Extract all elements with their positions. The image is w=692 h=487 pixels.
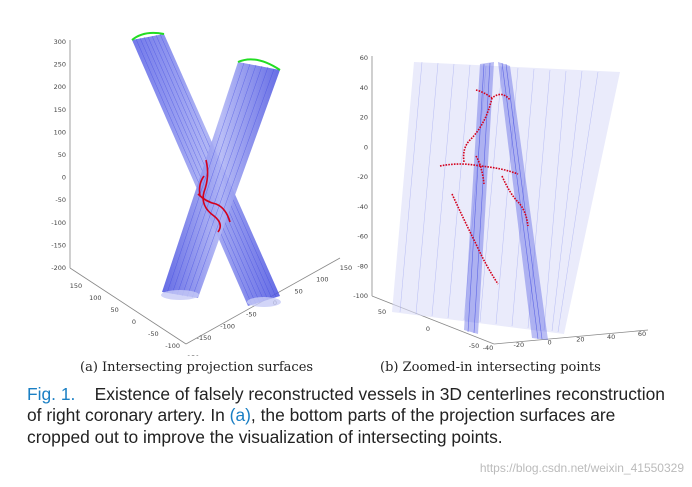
watermark: https://blog.csdn.net/weixin_41550329	[479, 461, 684, 475]
z-tick-label: -200	[51, 264, 66, 272]
x-tick-label: 0	[132, 318, 136, 326]
surface-1-base	[247, 297, 281, 307]
dark-surface-lines	[467, 62, 543, 340]
dark-surface-1	[464, 62, 494, 334]
subcaption-b: (b) Zoomed-in intersecting points	[380, 360, 601, 375]
light-surface-lines	[399, 61, 599, 333]
x-tick-label: -50	[148, 330, 159, 338]
dark-surface-2	[498, 62, 548, 340]
z-tick-labels-a: 300 250 200 150 100 50 0 -50 -100 -150 -200	[51, 38, 66, 272]
y-tick-label: -40	[483, 344, 494, 352]
x-tick-labels-b: 50 0 -50	[378, 308, 479, 350]
z-tick-label: 200	[54, 83, 66, 91]
light-surface	[392, 62, 620, 334]
vessel-points-a	[197, 159, 231, 233]
plot-3d-b: 60 40 20 0 -20 -40 -60 -80 -100 50 0 -50 -40 -20 0 20…	[353, 54, 649, 352]
x-tick-label: -150	[185, 354, 200, 356]
vessel-points-b	[439, 89, 529, 285]
y-tick-label: 100	[316, 276, 328, 284]
caption-ref-a[interactable]: (a)	[229, 405, 251, 426]
z-tick-labels-b: 60 40 20 0 -20 -40 -60 -80 -100	[353, 54, 368, 300]
y-tick-label: 0	[548, 338, 552, 346]
x-tick-label: -100	[165, 342, 180, 350]
caption-text-2: , the bottom parts of the projection sur…	[27, 405, 616, 447]
z-tick-label: -40	[357, 203, 368, 211]
y-tick-label: 150	[340, 264, 352, 272]
x-tick-label: 50	[111, 306, 119, 314]
x-tick-label: -50	[469, 342, 480, 350]
z-tick-label: 0	[364, 143, 368, 151]
figure-caption: Fig. 1. Existence of falsely reconstruct…	[27, 384, 667, 448]
z-tick-label: 300	[54, 38, 66, 46]
z-tick-label: 150	[54, 106, 66, 114]
figure-panel-b: 60 40 20 0 -20 -40 -60 -80 -100 50 0 -50 -40 -20 0 20…	[352, 44, 652, 360]
caption-text-1: Existence of falsely reconstructed vesse…	[27, 384, 665, 426]
y-tick-label: -150	[197, 334, 212, 342]
z-tick-label: -100	[51, 219, 66, 227]
z-tick-label: 100	[54, 128, 66, 136]
surface-2-rim	[237, 58, 281, 71]
subcaption-a: (a) Intersecting projection surfaces	[80, 360, 314, 375]
y-tick-label: -20	[513, 341, 524, 349]
z-tick-label: -150	[51, 241, 66, 249]
y-tick-label: 60	[638, 330, 646, 338]
x-tick-label: 0	[426, 325, 430, 333]
caption-label[interactable]: Fig. 1.	[27, 384, 76, 404]
x-tick-label: 150	[70, 282, 82, 290]
surface-2-base	[161, 290, 199, 300]
z-tick-label: 40	[360, 84, 368, 92]
z-tick-label: -60	[357, 233, 368, 241]
z-tick-label: 20	[360, 114, 368, 122]
y-tick-label: 20	[576, 336, 584, 344]
y-tick-labels-b: -40 -20 0 20 40 60	[483, 330, 646, 352]
y-tick-label: 50	[295, 287, 303, 295]
z-tick-label: 60	[360, 54, 368, 62]
z-tick-label: 0	[62, 174, 66, 182]
y-tick-label: -50	[246, 311, 257, 319]
z-tick-label: 250	[54, 61, 66, 69]
y-tick-label: -100	[220, 322, 235, 330]
surface-1-rim	[131, 31, 165, 41]
z-tick-label: -100	[353, 292, 368, 300]
z-tick-label: -50	[55, 196, 66, 204]
figure-panel-a: 300 250 200 150 100 50 0 -50 -100 -150 -200 150 100…	[40, 26, 358, 362]
z-tick-label: -80	[357, 262, 368, 270]
projection-surface-2	[162, 62, 280, 298]
z-tick-label: 50	[58, 151, 66, 159]
y-axis-line-b	[493, 329, 649, 345]
x-tick-label: 100	[89, 294, 101, 302]
x-axis-line	[69, 267, 187, 345]
x-axis-line-b	[371, 295, 495, 345]
x-tick-label: 50	[378, 308, 386, 316]
plot-3d-a: 300 250 200 150 100 50 0 -50 -100 -150 -200 150 100…	[51, 31, 352, 362]
y-tick-label: 40	[607, 333, 615, 341]
z-tick-label: -20	[357, 173, 368, 181]
surface-2-lines	[166, 62, 275, 299]
